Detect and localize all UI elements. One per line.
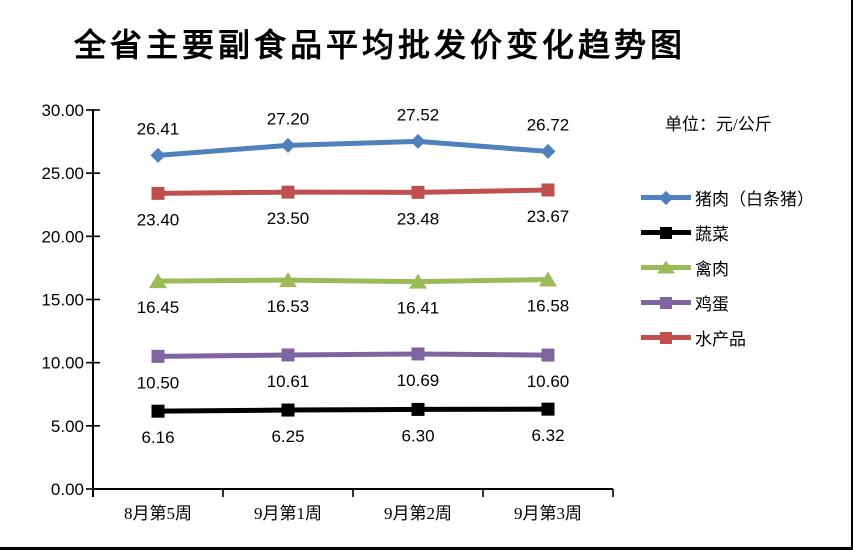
point-marker-square bbox=[151, 186, 165, 200]
series-line-eggs bbox=[155, 351, 551, 359]
legend-item-pork: 猪肉（白条猪） bbox=[641, 180, 849, 215]
x-category-label: 8月第5周 bbox=[124, 504, 192, 523]
data-label: 23.48 bbox=[397, 209, 440, 228]
series-vegetables: 6.16 6.25 6.30 6.32 bbox=[141, 402, 565, 447]
chart-title: 全省主要副食品平均批发价变化趋势图 bbox=[74, 27, 687, 63]
legend: 猪肉（白条猪） 蔬菜禽肉鸡蛋水产品 bbox=[641, 180, 849, 355]
data-label: 23.50 bbox=[267, 209, 310, 228]
legend-diamond-marker-icon bbox=[641, 190, 691, 205]
data-label: 10.60 bbox=[527, 372, 570, 391]
data-label: 27.52 bbox=[397, 105, 440, 124]
x-category-label: 9月第2周 bbox=[384, 504, 452, 523]
point-marker-triangle bbox=[539, 271, 557, 287]
y-tick-label: 15.00 bbox=[41, 291, 84, 310]
series-line-pork bbox=[155, 138, 551, 158]
data-label: 27.20 bbox=[267, 109, 310, 128]
legend-label-vegetables: 蔬菜 bbox=[695, 225, 729, 244]
y-tick-label: 30.00 bbox=[41, 101, 84, 120]
series-poultry: 16.45 16.53 16.41 16.58 bbox=[137, 271, 570, 318]
data-label: 6.25 bbox=[271, 427, 304, 446]
data-label: 6.16 bbox=[141, 428, 174, 447]
data-label: 26.41 bbox=[137, 119, 180, 138]
axes bbox=[86, 109, 614, 497]
series-eggs: 10.50 10.61 10.69 10.60 bbox=[137, 347, 570, 392]
point-marker-diamond bbox=[540, 143, 556, 159]
x-category-label: 9月第1周 bbox=[254, 504, 322, 523]
y-tick-label: 25.00 bbox=[41, 164, 84, 183]
legend-item-eggs: 鸡蛋 bbox=[641, 285, 849, 320]
series-line-aquatic bbox=[155, 187, 551, 196]
point-marker-square bbox=[411, 347, 425, 361]
point-marker-square bbox=[541, 402, 555, 416]
legend-item-vegetables: 蔬菜 bbox=[641, 215, 849, 250]
legend-square-marker-icon bbox=[641, 296, 691, 309]
square-icon bbox=[660, 296, 672, 309]
point-marker-square bbox=[541, 183, 555, 197]
x-category-label: 9月第3周 bbox=[514, 504, 582, 523]
legend-label-aquatic: 水产品 bbox=[695, 330, 746, 349]
data-label: 10.61 bbox=[267, 372, 310, 391]
series-aquatic: 23.40 23.50 23.48 23.67 bbox=[137, 183, 570, 229]
data-label: 16.41 bbox=[397, 299, 440, 318]
data-label: 6.32 bbox=[531, 426, 564, 445]
data-label: 23.40 bbox=[137, 210, 180, 229]
point-marker-triangle bbox=[149, 273, 167, 289]
legend-label-eggs: 鸡蛋 bbox=[695, 295, 729, 314]
point-marker-square bbox=[411, 185, 425, 199]
legend-square-marker-icon bbox=[641, 331, 691, 344]
data-label: 16.45 bbox=[137, 298, 180, 317]
data-label: 16.53 bbox=[267, 297, 310, 316]
point-marker-triangle bbox=[279, 272, 297, 288]
triangle-icon bbox=[657, 259, 675, 273]
data-label: 10.50 bbox=[137, 373, 180, 392]
point-marker-diamond bbox=[150, 147, 166, 163]
data-label: 26.72 bbox=[527, 115, 570, 134]
y-tick-label: 5.00 bbox=[51, 417, 84, 436]
point-marker-square bbox=[281, 403, 295, 417]
legend-item-poultry: 禽肉 bbox=[641, 250, 849, 285]
point-marker-diamond bbox=[280, 137, 296, 153]
legend-item-aquatic: 水产品 bbox=[641, 320, 849, 355]
point-marker-square bbox=[281, 348, 295, 362]
point-marker-square bbox=[541, 348, 555, 362]
series-line-poultry bbox=[155, 277, 551, 285]
point-marker-triangle bbox=[409, 273, 427, 289]
series-line-vegetables bbox=[155, 406, 551, 414]
y-tick-label: 10.00 bbox=[41, 354, 84, 373]
point-marker-square bbox=[151, 404, 165, 418]
data-label: 6.30 bbox=[401, 426, 434, 445]
legend-triangle-marker-icon bbox=[641, 259, 691, 273]
legend-square-marker-icon bbox=[641, 226, 691, 239]
point-marker-square bbox=[151, 349, 165, 363]
point-marker-square bbox=[281, 185, 295, 199]
square-icon bbox=[660, 331, 672, 344]
legend-label-poultry: 禽肉 bbox=[695, 260, 729, 279]
data-label: 23.67 bbox=[527, 207, 570, 226]
y-tick-label: 0.00 bbox=[51, 480, 84, 499]
data-label: 10.69 bbox=[397, 371, 440, 390]
series-pork: 26.41 27.20 27.52 26.72 bbox=[137, 105, 570, 163]
y-tick-label: 20.00 bbox=[41, 227, 84, 246]
square-icon bbox=[660, 226, 672, 239]
point-marker-square bbox=[411, 402, 425, 416]
legend-label-pork: 猪肉（白条猪） bbox=[695, 190, 814, 209]
unit-label: 单位：元/公斤 bbox=[665, 115, 772, 134]
data-label: 16.58 bbox=[527, 297, 570, 316]
point-marker-diamond bbox=[410, 133, 426, 149]
diamond-icon bbox=[658, 190, 674, 205]
